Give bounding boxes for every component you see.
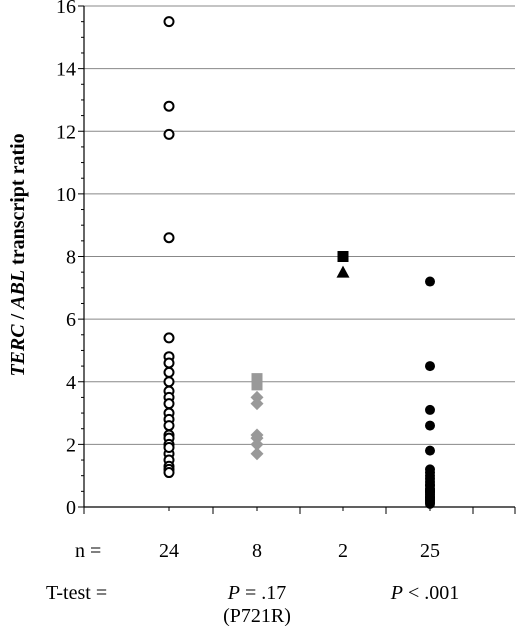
y-tick-label: 10 <box>56 184 76 206</box>
p-value-1: P = .17 <box>227 582 287 604</box>
y-label-terc: TERC <box>7 324 29 377</box>
y-label-abl: ABL <box>7 270 29 311</box>
square-point <box>337 251 349 262</box>
y-tick-label: 4 <box>66 372 76 394</box>
filled-circle-point <box>425 420 435 431</box>
p-value-1-note: (P721R) <box>223 605 291 626</box>
p-value-2: P < .001 <box>390 582 460 604</box>
y-tick-label: 12 <box>56 121 76 143</box>
y-label-rest: transcript ratio <box>7 133 29 270</box>
group-count: 2 <box>338 540 348 562</box>
gridlines <box>84 5 515 445</box>
open-circle-point <box>163 366 175 378</box>
axes <box>78 5 516 514</box>
filled-circle-point <box>425 276 435 287</box>
open-circle-point <box>163 442 175 454</box>
diamond-point <box>250 437 264 451</box>
y-tick-label: 16 <box>56 0 76 18</box>
filled-circle-point <box>425 361 435 372</box>
filled-circle-point <box>425 404 435 415</box>
filled-circle-point <box>425 480 435 491</box>
square-point <box>251 379 263 391</box>
group-count: 25 <box>420 540 440 562</box>
footer: n = 24 8 2 25 T-test = P = .17 (P721R) P < … <box>46 540 459 626</box>
data-points <box>163 16 435 509</box>
open-circle-point <box>163 357 175 369</box>
y-tick-label: 6 <box>66 309 76 331</box>
ttest-label: T-test = <box>46 582 107 604</box>
p2-symbol: P <box>390 582 403 604</box>
open-circle-point <box>163 16 175 28</box>
diamond-point <box>250 397 264 411</box>
y-tick-label: 2 <box>66 434 76 456</box>
open-circle-point <box>163 232 175 244</box>
square-point <box>251 373 263 385</box>
filled-circle-point <box>425 445 435 456</box>
open-circle-point <box>163 398 175 410</box>
p1-symbol: P <box>227 582 240 604</box>
y-tick-label: 8 <box>66 247 76 269</box>
y-tick-label: 0 <box>66 497 76 519</box>
open-circle-point <box>163 376 175 388</box>
open-circle-point <box>163 420 175 432</box>
group-count: 24 <box>159 540 179 562</box>
y-label-sep: / <box>7 309 29 325</box>
n-label: n = <box>75 540 101 562</box>
open-circle-point <box>163 100 175 112</box>
diamond-point <box>250 447 264 461</box>
y-axis-label: TERC / ABL transcript ratio <box>7 133 29 376</box>
y-tick-labels: 0 2 4 6 8 10 12 14 16 <box>56 0 76 519</box>
open-circle-point <box>163 128 175 140</box>
group-count: 8 <box>252 540 262 562</box>
open-circle-point <box>163 332 175 344</box>
open-circle-point <box>163 467 175 479</box>
p1-value: = .17 <box>240 582 286 604</box>
p2-value: < .001 <box>403 582 459 604</box>
triangle-point <box>336 265 350 278</box>
group-counts: 24 8 2 25 <box>159 540 440 562</box>
y-tick-label: 14 <box>56 59 76 81</box>
